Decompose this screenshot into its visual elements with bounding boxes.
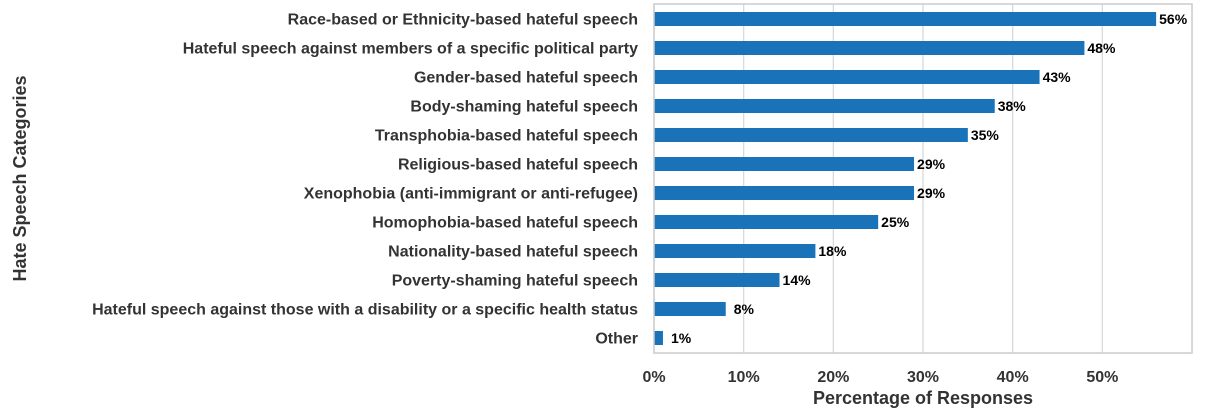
value-label: 1% [671, 330, 692, 346]
bar [654, 70, 1040, 84]
x-tick-label: 10% [728, 369, 760, 386]
category-label: Transphobia-based hateful speech [375, 128, 638, 145]
category-label: Nationality-based hateful speech [388, 244, 638, 261]
value-labels: 56% 48% 43% 38% 35% 29% 29% 25% 18% 14% 8% 1% [671, 11, 1188, 346]
category-label: Hateful speech against members of a spec… [183, 41, 638, 58]
category-label: Other [595, 331, 638, 348]
value-label: 35% [971, 127, 1000, 143]
value-label: 43% [1043, 69, 1072, 85]
grid-layer [653, 4, 1103, 353]
x-tick-label: 0% [642, 369, 665, 386]
value-label: 14% [783, 272, 812, 288]
bar [654, 273, 780, 287]
value-label: 8% [734, 301, 755, 317]
value-label: 38% [998, 98, 1027, 114]
category-label: Race-based or Ethnicity-based hateful sp… [288, 12, 638, 29]
bar [654, 128, 968, 142]
bar [654, 12, 1157, 26]
value-label: 29% [917, 185, 946, 201]
category-label: Body-shaming hateful speech [410, 99, 638, 116]
bar [654, 99, 995, 113]
bar [654, 215, 879, 229]
value-label: 29% [917, 156, 946, 172]
bar [654, 302, 726, 316]
x-axis-title: Percentage of Responses [813, 388, 1033, 408]
x-tick-label: 30% [907, 369, 939, 386]
value-label: 18% [818, 243, 847, 259]
bar [654, 157, 915, 171]
x-tick-label: 20% [817, 369, 849, 386]
value-label: 25% [881, 214, 910, 230]
category-label: Xenophobia (anti-immigrant or anti-refug… [304, 186, 638, 203]
category-label: Religious-based hateful speech [398, 157, 638, 174]
bar [654, 41, 1085, 55]
category-labels: Race-based or Ethnicity-based hateful sp… [92, 12, 638, 348]
x-tick-label: 40% [997, 369, 1029, 386]
bars-layer [654, 12, 1157, 345]
y-axis-title: Hate Speech Categories [10, 75, 30, 281]
bar [654, 186, 915, 200]
value-label: 48% [1087, 40, 1116, 56]
bar [654, 331, 663, 345]
category-label: Homophobia-based hateful speech [372, 215, 638, 232]
x-axis-ticks: 0% 10% 20% 30% 40% 50% [642, 369, 1118, 386]
x-tick-label: 50% [1086, 369, 1118, 386]
category-label: Poverty-shaming hateful speech [392, 273, 638, 290]
value-label: 56% [1159, 11, 1188, 27]
plot-frame [653, 3, 1193, 354]
category-label: Gender-based hateful speech [414, 70, 638, 87]
bar [654, 244, 816, 258]
category-label: Hateful speech against those with a disa… [92, 302, 638, 319]
